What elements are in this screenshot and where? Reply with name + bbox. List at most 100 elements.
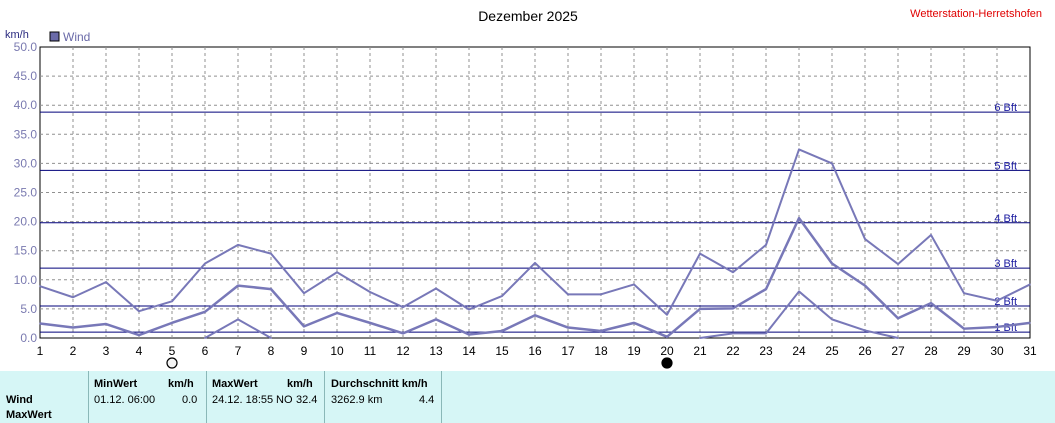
x-tick-label: 14 — [462, 344, 476, 358]
x-tick-label: 9 — [301, 344, 308, 358]
data-point-maxwert — [171, 300, 173, 303]
data-point-wind — [699, 308, 701, 310]
data-point-maxwert — [336, 271, 338, 274]
data-point-wind — [666, 336, 668, 338]
x-tick-label: 5 — [169, 344, 176, 358]
data-point-maxwert — [633, 283, 635, 286]
data-point-maxwert — [72, 296, 74, 299]
data-point-wind — [600, 330, 602, 332]
column-divider — [324, 371, 325, 423]
x-tick-label: 31 — [1023, 344, 1037, 358]
data-point-maxwert — [798, 148, 800, 151]
data-point-wind — [369, 322, 371, 324]
row-label-wind: Wind — [6, 394, 33, 406]
x-tick-label: 6 — [202, 344, 209, 358]
data-point-wind — [171, 322, 173, 324]
x-tick-label: 1 — [37, 344, 44, 358]
data-point-maxwert — [237, 244, 239, 246]
x-tick-label: 7 — [235, 344, 242, 358]
data-point-wind — [567, 326, 569, 329]
wind-chart: Dezember 2025 Wetterstation-Herretshofen… — [5, 8, 1042, 369]
x-tick-label: 10 — [330, 344, 344, 358]
grid-lines — [40, 47, 1030, 338]
data-point-maxwert — [435, 287, 437, 290]
y-tick-label: 5.0 — [20, 302, 37, 316]
data-point-wind — [468, 333, 470, 336]
data-point-wind — [963, 327, 965, 330]
min-time: 01.12. 06:00 — [94, 394, 156, 406]
data-point-minwert — [699, 337, 701, 339]
data-point-wind — [633, 322, 635, 324]
x-tick-label: 28 — [924, 344, 938, 358]
x-tick-labels: 1 2 3 4 5 6 7 8 9 10 11 12 13 14 15 16 17 18 19 20 21 22 23 24 2… — [37, 344, 1037, 358]
station-name: Wetterstation-Herretshofen — [910, 8, 1042, 20]
data-point-maxwert — [930, 234, 932, 236]
legend: Wind — [49, 30, 90, 44]
x-tick-label: 12 — [396, 344, 410, 358]
data-point-wind — [39, 322, 41, 325]
data-point-wind — [138, 334, 140, 336]
data-point-wind — [204, 311, 206, 313]
data-point-minwert — [864, 329, 866, 332]
max-time: 24.12. 18:55 — [212, 394, 274, 406]
full-moon-icon — [166, 357, 178, 369]
series-lines — [39, 148, 1031, 339]
y-tick-label: 35.0 — [14, 127, 38, 141]
chart-title: Dezember 2025 — [478, 8, 578, 24]
data-point-maxwert — [39, 285, 41, 288]
data-point-maxwert — [600, 293, 602, 296]
data-point-maxwert — [402, 306, 404, 308]
row-label-maxwert: MaxWert — [6, 409, 52, 421]
column-divider — [206, 371, 207, 423]
data-point-minwert — [237, 318, 239, 321]
max-unit: km/h — [287, 378, 313, 390]
data-point-maxwert — [270, 252, 272, 255]
x-tick-label: 25 — [825, 344, 839, 358]
data-point-wind — [930, 302, 932, 304]
beaufort-label: 2 Bft — [994, 296, 1017, 308]
x-tick-label: 13 — [429, 344, 443, 358]
data-point-minwert — [798, 290, 800, 293]
x-tick-label: 4 — [136, 344, 143, 358]
data-point-maxwert — [204, 262, 206, 265]
beaufort-label: 5 Bft — [994, 160, 1017, 172]
data-point-maxwert — [468, 308, 470, 311]
data-point-wind — [1029, 322, 1031, 324]
max-value: 32.4 — [296, 394, 318, 406]
data-point-wind — [402, 332, 404, 335]
x-tick-label: 26 — [858, 344, 872, 358]
average-distance: 3262.9 km — [331, 394, 383, 406]
y-axis-unit: km/h — [5, 29, 29, 41]
data-point-wind — [798, 217, 800, 219]
data-point-maxwert — [732, 271, 734, 274]
data-point-wind — [732, 307, 734, 310]
moon-phases — [166, 357, 673, 369]
data-point-minwert — [732, 332, 734, 335]
data-point-wind — [270, 288, 272, 290]
column-divider — [88, 371, 89, 423]
average-value: 4.4 — [419, 394, 435, 406]
data-point-wind — [897, 317, 899, 320]
average-header: Durchschnitt km/h — [331, 378, 428, 390]
x-tick-label: 21 — [693, 344, 707, 358]
data-point-maxwert — [567, 293, 569, 296]
y-tick-label: 20.0 — [14, 215, 38, 229]
x-tick-label: 2 — [70, 344, 77, 358]
x-tick-label: 30 — [990, 344, 1004, 358]
data-point-wind — [72, 326, 74, 329]
legend-label: Wind — [63, 30, 90, 44]
column-divider — [441, 371, 442, 423]
new-moon-icon — [661, 357, 673, 369]
y-tick-label: 10.0 — [14, 273, 38, 287]
data-point-minwert — [765, 332, 767, 335]
y-tick-label: 50.0 — [14, 40, 38, 54]
beaufort-label: 3 Bft — [994, 258, 1017, 270]
data-point-maxwert — [996, 299, 998, 302]
data-point-minwert — [270, 337, 272, 339]
x-tick-label: 27 — [891, 344, 905, 358]
data-point-maxwert — [864, 238, 866, 240]
x-tick-label: 23 — [759, 344, 773, 358]
data-point-maxwert — [897, 263, 899, 265]
data-point-maxwert — [501, 295, 503, 297]
